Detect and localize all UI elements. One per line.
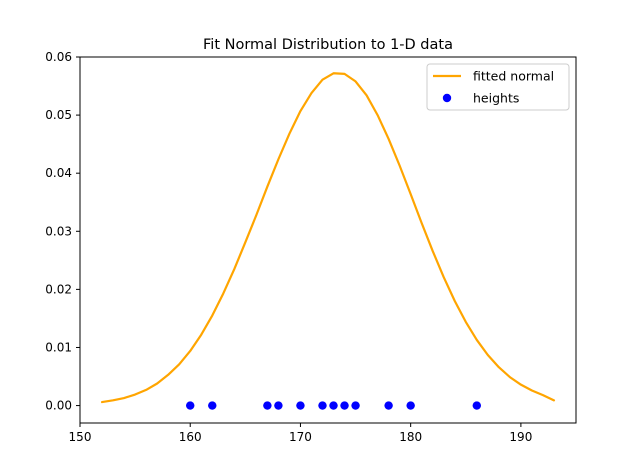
y-tick-label: 0.00	[45, 399, 72, 413]
chart-title: Fit Normal Distribution to 1-D data	[203, 37, 453, 53]
scatter-point-9	[351, 401, 360, 410]
x-tick-label: 170	[289, 430, 312, 444]
legend-box	[426, 63, 570, 111]
axes: 150 160 170 180 190 0.00 0.01 0.02 0.03 0.04 0.05 0…	[45, 50, 577, 444]
y-tick-label: 0.05	[45, 108, 72, 122]
legend-entry-label: heights	[473, 91, 519, 106]
scatter-point-8	[340, 401, 349, 410]
scatter-point-11	[406, 401, 415, 410]
x-tick-label: 180	[399, 430, 422, 444]
y-tick-label: 0.01	[45, 340, 72, 354]
scatter-point-7	[329, 401, 338, 410]
y-tick-label: 0.04	[45, 166, 72, 180]
scatter-point-5	[296, 401, 305, 410]
axes-frame	[79, 56, 577, 424]
y-tick-label: 0.06	[45, 50, 72, 64]
scatter-point-3	[263, 401, 272, 410]
x-tick-label: 190	[509, 430, 532, 444]
scatter-point-4	[274, 401, 283, 410]
scatter-point-1	[186, 401, 195, 410]
scatter-point-10	[384, 401, 393, 410]
legend: fitted normal heights	[426, 63, 570, 111]
x-tick-label: 150	[69, 430, 92, 444]
y-tick-label: 0.02	[45, 282, 72, 296]
legend-entry-label: fitted normal	[473, 69, 554, 84]
plot-area	[100, 72, 556, 410]
series-line-fitted-normal	[100, 72, 556, 404]
y-tick-label: 0.03	[45, 224, 72, 238]
scatter-point-12	[472, 401, 481, 410]
scatter-point-2	[208, 401, 217, 410]
x-tick-label: 160	[179, 430, 202, 444]
legend-marker-swatch	[442, 93, 452, 103]
scatter-point-6	[318, 401, 327, 410]
